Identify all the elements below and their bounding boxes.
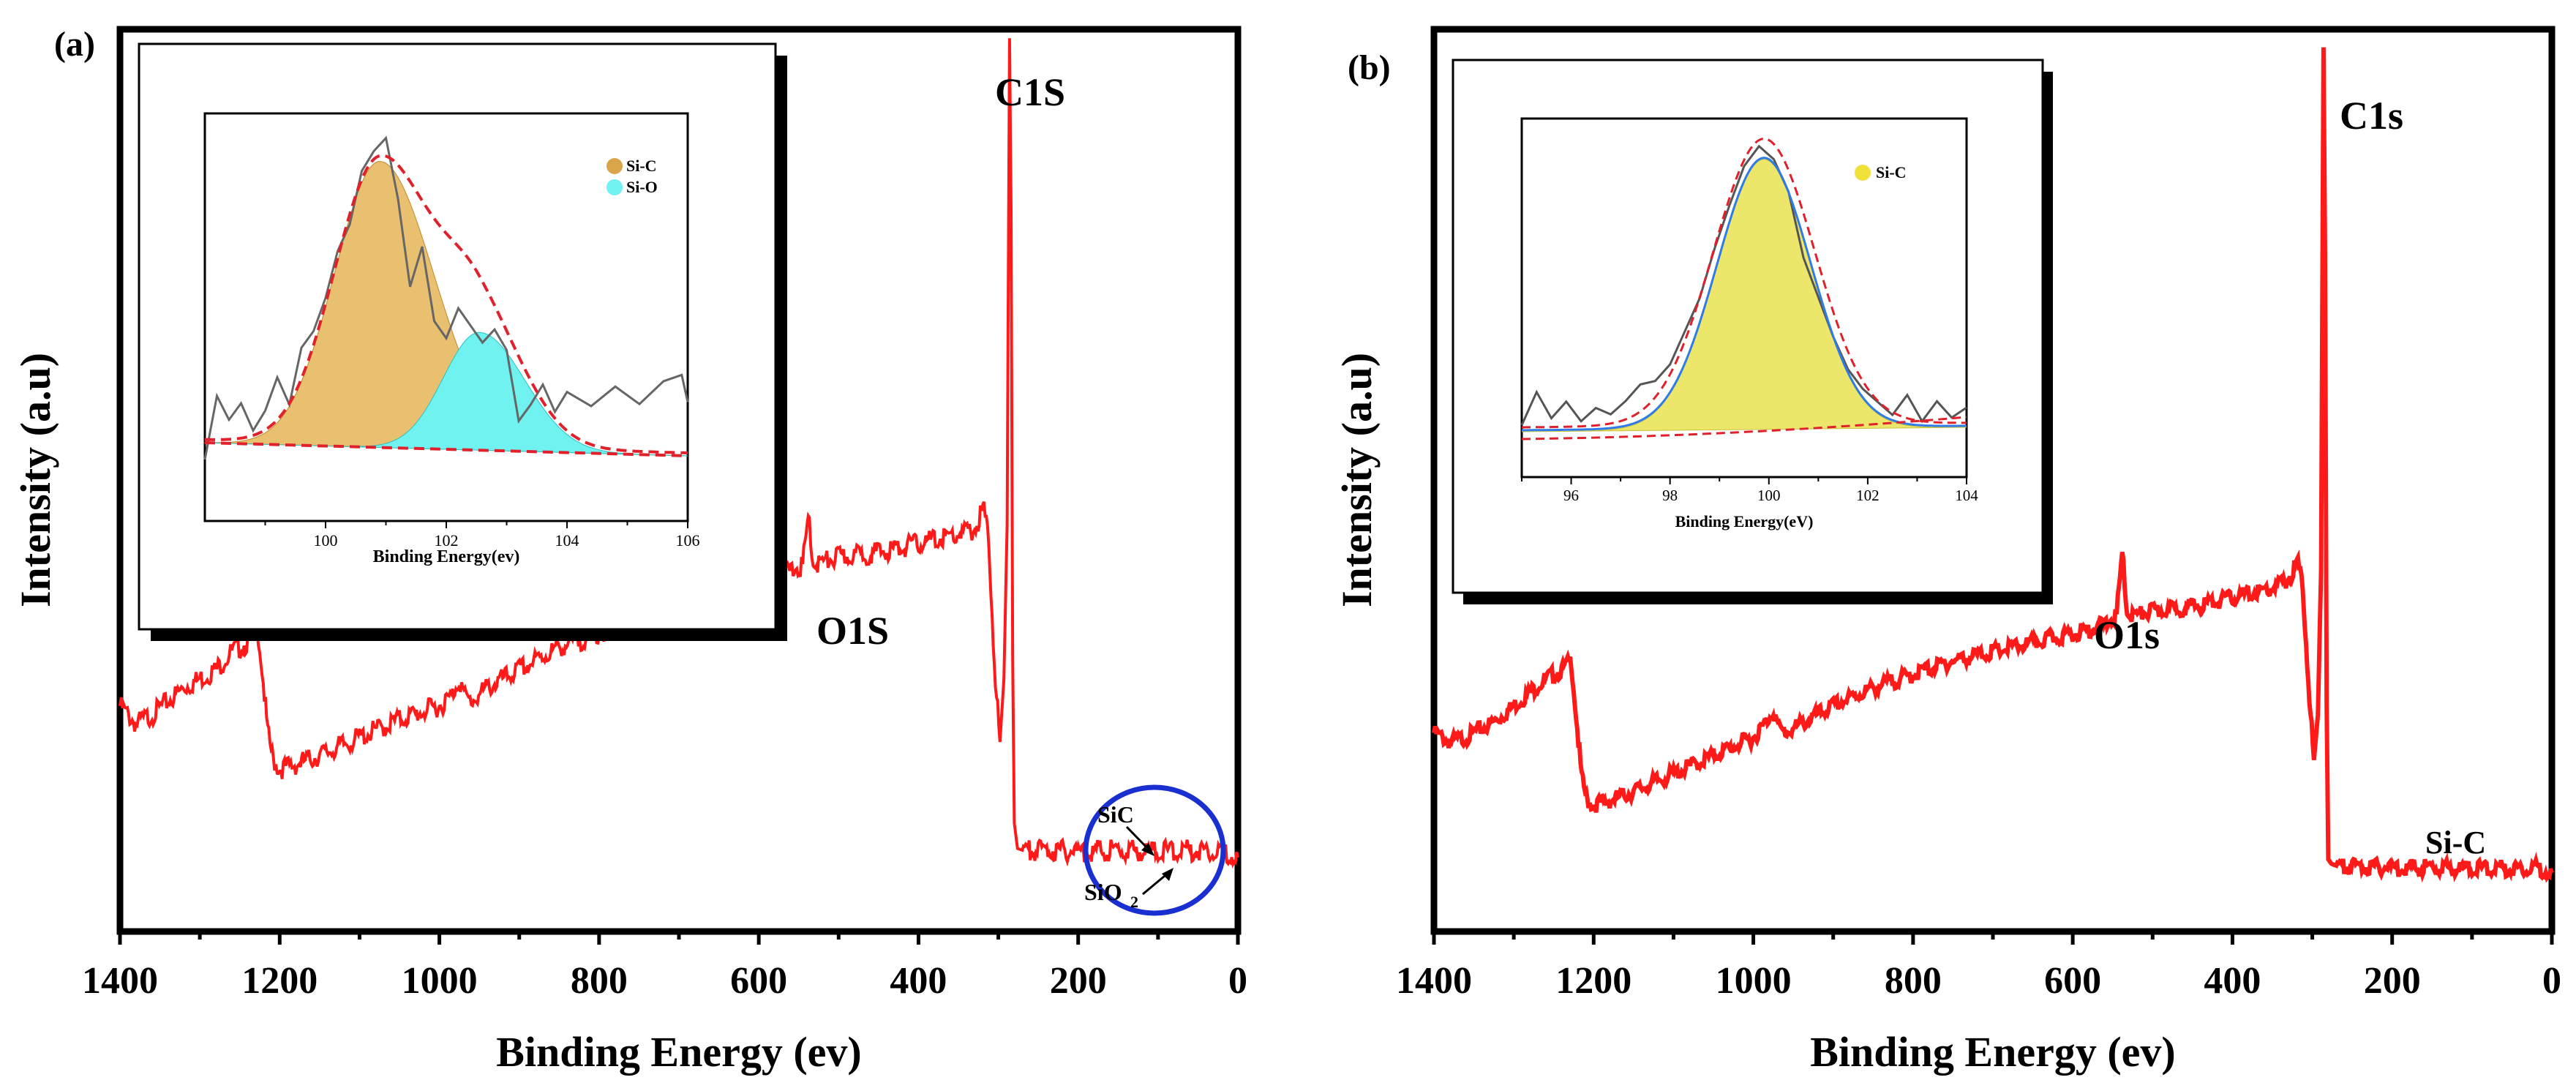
- panel-a-inset-x-tick-label-106: 106: [676, 531, 700, 550]
- panel-a-inset-x-axis: 100 102 104 106: [264, 521, 700, 550]
- panel-a-inset-raw-line: [203, 135, 689, 460]
- panel-a-sio2-subscript: 2: [1130, 893, 1138, 911]
- panel-a-inset-legend-si-o-marker: [607, 179, 623, 195]
- panel-b-x-axis: 1400 1200 1000 800 600 400 200 0: [1396, 931, 2561, 1002]
- panel-a-c1s-label: C1S: [995, 70, 1065, 114]
- panel-a-x-tick-label-800: 800: [571, 960, 628, 1002]
- panel-b-inset-plot-frame: [1520, 117, 1968, 479]
- panel-b-y-axis-title: Intensity (a.u): [1333, 353, 1381, 607]
- panel-a-x-tick-label-1200: 1200: [241, 960, 318, 1002]
- panel-a-inset-legend-si-c-marker: [607, 158, 623, 174]
- panel-b-c1s-label: C1s: [2340, 94, 2403, 138]
- panel-b-inset-x-tick-label-104: 104: [1955, 487, 1978, 504]
- panel-b-label: (b): [1348, 48, 1391, 87]
- panel-a-x-tick-label-200: 200: [1050, 960, 1107, 1002]
- panel-a-o1s-label: O1S: [816, 609, 889, 653]
- panel-b-inset-x-axis-title: Binding Energy(eV): [1675, 512, 1814, 530]
- panel-a-inset-envelope-line: [205, 154, 688, 454]
- panel-a-x-tick-label-600: 600: [730, 960, 787, 1002]
- panel-b-inset-x-tick-label-102: 102: [1856, 487, 1880, 504]
- panel-a-highlight-circle: [1083, 784, 1226, 916]
- panel-a-inset-x-axis-title: Binding Energy(ev): [373, 547, 520, 566]
- panel-b-inset-raw-line: [1520, 144, 1967, 426]
- panel-a-x-tick-label-1000: 1000: [402, 960, 478, 1002]
- panel-b-o1s-label: O1s: [2094, 613, 2160, 657]
- panel-b-x-tick-label-200: 200: [2364, 960, 2421, 1002]
- panel-b: (b) 1400 1200 1000 800 600 400 200 0 Binding En…: [1333, 26, 2561, 1076]
- panel-b-x-tick-label-800: 800: [1885, 960, 1942, 1002]
- panel-b-inset-fit-line: [1522, 157, 1967, 432]
- panel-a-inset-baseline: [204, 441, 688, 457]
- panel-a-x-tick-label-0: 0: [1228, 960, 1247, 1002]
- panel-a-inset-legend-si-o-label: Si-O: [626, 178, 658, 196]
- panel-b-inset-baseline: [1521, 416, 1967, 440]
- panel-a-label: (a): [54, 25, 95, 64]
- panel-a-x-axis: 1400 1200 1000 800 600 400 200 0: [82, 931, 1247, 1002]
- panel-a-sio2-label: SiO: [1084, 879, 1122, 905]
- panel-b-x-tick-label-1200: 1200: [1555, 960, 1631, 1002]
- panel-b-x-tick-label-600: 600: [2044, 960, 2101, 1002]
- panel-b-survey-line: [1432, 47, 2554, 883]
- panel-a-sio2-arrowhead: [1162, 868, 1174, 881]
- panel-a-inset-x-tick-label-100: 100: [314, 531, 338, 550]
- panel-b-x-tick-label-1400: 1400: [1396, 960, 1472, 1002]
- panel-b-inset-x-tick-label-100: 100: [1757, 487, 1781, 504]
- panel-a-y-axis-title: Intensity (a.u): [12, 353, 59, 607]
- panel-b-x-tick-label-400: 400: [2204, 960, 2261, 1002]
- panel-b-inset-x-axis: 96 98 100 102 104: [1521, 477, 1978, 504]
- panel-b-x-axis-title: Binding Energy (ev): [1810, 1028, 2176, 1076]
- panel-a-sic-arrowhead: [1141, 843, 1154, 856]
- panel-a-inset-x-tick-label-104: 104: [555, 531, 579, 550]
- panel-b-inset-legend-si-c-marker: [1855, 165, 1871, 181]
- panel-b-x-tick-label-1000: 1000: [1716, 960, 1792, 1002]
- panel-a-sic-label: SiC: [1097, 801, 1134, 828]
- panel-a-inset-x-tick-label-102: 102: [435, 531, 459, 550]
- panel-b-si-c-label: Si-C: [2425, 825, 2486, 861]
- panel-b-inset-legend-si-c-label: Si-C: [1876, 163, 1907, 181]
- panel-a-x-tick-label-400: 400: [890, 960, 947, 1002]
- panel-b-inset-x-tick-label-96: 96: [1563, 487, 1579, 504]
- panel-b-inset-envelope-line: [1522, 138, 1967, 429]
- panel-a-inset-legend-si-c-label: Si-C: [626, 157, 657, 175]
- panel-a-x-axis-title: Binding Energy (ev): [496, 1028, 862, 1076]
- panel-b-x-tick-label-0: 0: [2542, 960, 2561, 1002]
- panel-a-inset-box: [138, 42, 777, 631]
- panel-a-x-tick-label-1400: 1400: [82, 960, 158, 1002]
- panel-b-inset-x-tick-label-98: 98: [1662, 487, 1678, 504]
- panel-a: (a) 1400 1200 1000 800 600 400 200 0 Binding En…: [12, 25, 1247, 1076]
